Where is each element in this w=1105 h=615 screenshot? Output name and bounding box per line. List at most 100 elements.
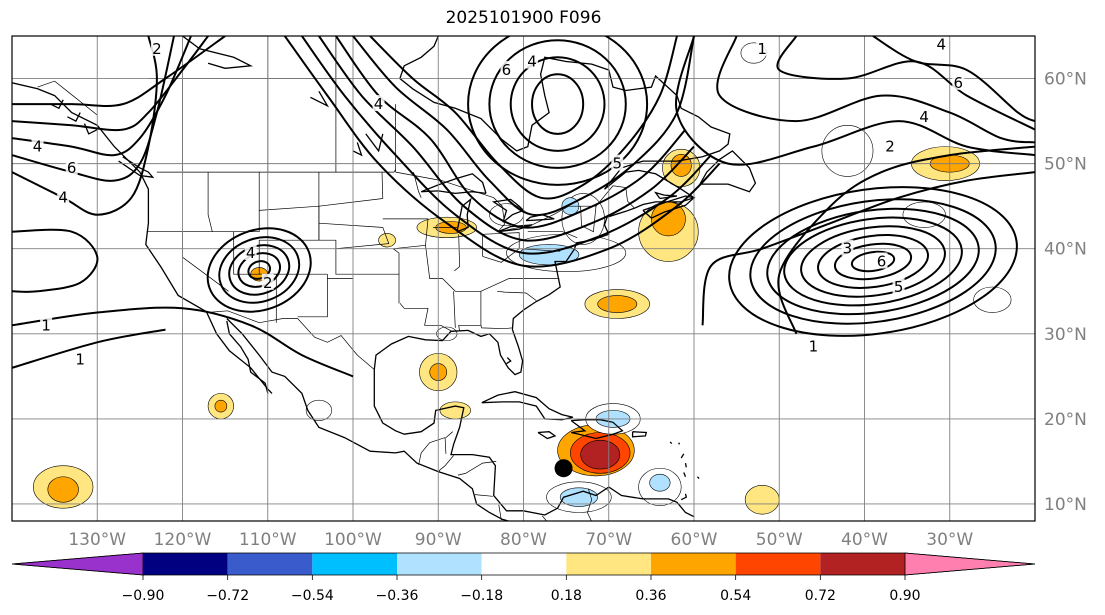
political-border: [482, 232, 561, 257]
coastline: [67, 112, 81, 122]
anomaly-patch: [973, 286, 1012, 313]
lon-tick-label: 60°W: [671, 530, 718, 550]
colorbar-tick-label: −0.36: [376, 588, 419, 604]
coastline: [310, 90, 330, 108]
contour-label: 1: [757, 40, 767, 58]
political-border: [37, 80, 98, 116]
political-border: [382, 218, 429, 275]
lon-tick-label: 40°W: [841, 530, 888, 550]
anomaly-patch: [580, 439, 621, 470]
contour-label-bg: [500, 61, 513, 78]
political-border: [413, 172, 422, 198]
contour-label: 2: [263, 274, 273, 292]
coastline: [684, 462, 687, 468]
anomaly-patch: [670, 153, 692, 177]
contour-line: [283, 36, 721, 268]
contour-label: 4: [919, 108, 929, 126]
political-border: [156, 169, 396, 173]
anomaly-patch: [597, 295, 638, 313]
colorbar-tick-label: −0.90: [122, 588, 165, 604]
contour-label-bg: [935, 36, 948, 52]
colorbar-bin: [566, 553, 651, 575]
contour-line: [352, 36, 695, 217]
colorbar-tick-label: 0.72: [805, 588, 836, 604]
coastline: [631, 431, 648, 438]
contour-line: [716, 36, 1035, 144]
contour-label: 5: [613, 155, 623, 173]
colorbar-bin: [397, 553, 482, 575]
contour-line: [301, 36, 712, 255]
contour-line: [766, 207, 980, 316]
lon-tick-label: 110°W: [239, 530, 297, 550]
contour-label-bg: [611, 154, 624, 171]
coastline: [537, 431, 557, 440]
political-border: [458, 291, 482, 332]
contour-line: [488, 39, 627, 169]
contour-line: [728, 186, 1018, 337]
political-border: [207, 172, 213, 232]
contour-line: [218, 236, 301, 304]
contour-line: [833, 242, 913, 281]
contour-label-bg: [952, 73, 965, 90]
contour-line: [318, 36, 695, 242]
contour-label: 5: [894, 278, 904, 296]
contour-line: [12, 328, 166, 369]
colorbar-bin: [227, 553, 313, 575]
coastline: [683, 472, 687, 478]
contour-label-bg: [372, 95, 385, 112]
coastline: [506, 357, 512, 365]
contour-label: 2: [152, 40, 162, 58]
map-title: 2025101900 F096: [445, 8, 602, 28]
contour-label: 4: [527, 53, 537, 71]
contour-label: 4: [374, 95, 384, 113]
political-border: [418, 437, 447, 465]
contour-line: [850, 250, 896, 273]
lat-tick-label: 40°N: [1044, 240, 1087, 260]
coastline: [642, 195, 696, 219]
lon-tick-label: 90°W: [415, 530, 462, 550]
coastline: [653, 191, 678, 200]
political-border: [480, 325, 512, 330]
contour-label: 3: [843, 240, 853, 258]
anomaly-patch: [821, 125, 874, 177]
political-border: [399, 302, 453, 332]
political-border: [457, 461, 497, 476]
lat-tick-label: 60°N: [1044, 70, 1087, 90]
lat-tick-label: 50°N: [1044, 155, 1087, 175]
gridlines: [12, 36, 1035, 521]
political-border: [527, 231, 578, 239]
political-border: [146, 172, 260, 233]
lon-tick-label: 130°W: [68, 530, 126, 550]
coastline: [680, 453, 685, 459]
lat-tick-label: 20°N: [1044, 410, 1087, 430]
contour-line: [12, 306, 354, 378]
colorbar-bin: [820, 553, 905, 575]
lon-tick-label: 50°W: [756, 530, 803, 550]
contour-label-bg: [65, 158, 78, 175]
colorbar: −0.90 −0.72 −0.54 −0.36 −0.18 0.18 0.36 0.54 0.7…: [11, 552, 1036, 604]
political-border: [233, 231, 277, 323]
contour-label-bg: [31, 137, 44, 154]
anomaly-patch: [902, 201, 946, 228]
contour-line: [12, 36, 209, 132]
contour-line: [206, 227, 312, 313]
contour-label: 4: [58, 189, 68, 207]
contour-label-bg: [526, 52, 539, 69]
coastline: [182, 36, 254, 69]
coastline: [570, 419, 624, 440]
coastline: [669, 441, 673, 445]
coastline: [352, 142, 363, 157]
lon-tick-label: 100°W: [324, 530, 382, 550]
colorbar-tick-label: 0.90: [889, 588, 920, 604]
political-border: [425, 245, 560, 292]
contour-label: 4: [246, 244, 256, 262]
contour-line: [800, 225, 946, 298]
contour-label: 1: [75, 350, 85, 368]
contour-line: [467, 36, 649, 186]
political-border: [207, 310, 375, 370]
contour-line: [776, 36, 1035, 131]
coastline: [481, 391, 574, 421]
contour-label: 1: [809, 338, 819, 356]
anomaly-patch: [439, 401, 471, 420]
